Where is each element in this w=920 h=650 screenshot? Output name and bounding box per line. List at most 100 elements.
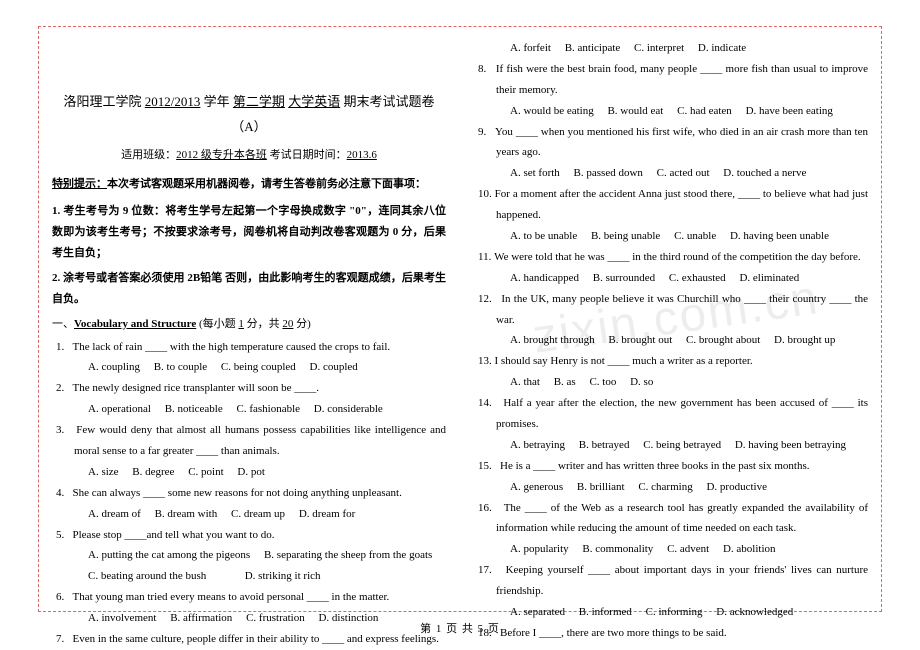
q8-n: 8. [478, 63, 486, 75]
q5: 5. Please stop ____and tell what you wan… [52, 525, 446, 546]
q12-a: A. brought through [510, 334, 595, 346]
subtitle-prefix: 适用班级： [121, 149, 176, 161]
q2-stem: The newly designed rice transplanter wil… [73, 382, 320, 394]
q6-stem: That young man tried every means to avoi… [73, 591, 390, 603]
rule-1: 1. 考生考号为 9 位数：将考生学号左起第一个字母换成数字 "0"，连同其余八… [52, 201, 446, 264]
q12-c: C. brought about [686, 334, 760, 346]
rule-2-num: 2. [52, 272, 60, 284]
subtitle-class: 2012 级专升本各班 [176, 149, 267, 161]
section-1-head: 一、Vocabulary and Structure (每小题 1 分，共 20… [52, 314, 446, 335]
q16-d: D. abolition [723, 543, 776, 555]
q3-opts: A. size B. degree C. point D. pot [52, 462, 446, 483]
title-course: 大学英语 [288, 94, 340, 109]
q11-stem: We were told that he was ____ in the thi… [494, 251, 861, 263]
q9-n: 9. [478, 126, 486, 138]
q16: 16. The ____ of the Web as a research to… [474, 498, 868, 540]
q3-stem: Few would deny that almost all humans po… [74, 424, 446, 457]
q17-stem: Keeping yourself ____ about important da… [496, 564, 868, 597]
q15-opts: A. generous B. brilliant C. charming D. … [474, 477, 868, 498]
q17: 17. Keeping yourself ____ about importan… [474, 560, 868, 602]
q16-stem: The ____ of the Web as a research tool h… [496, 502, 868, 535]
q9-b: B. passed down [574, 167, 643, 179]
q11-a: A. handicapped [510, 272, 579, 284]
q1: 1. The lack of rain ____ with the high t… [52, 337, 446, 358]
q14-opts: A. betraying B. betrayed C. being betray… [474, 435, 868, 456]
q7-a: A. forfeit [510, 42, 551, 54]
header-spacer [52, 38, 446, 90]
q2-c: C. fashionable [236, 403, 300, 415]
q9-d: D. touched a nerve [723, 167, 806, 179]
q7-b: B. anticipate [565, 42, 621, 54]
q12-b: B. brought out [608, 334, 672, 346]
q8-d: D. have been eating [746, 105, 833, 117]
left-column: 洛阳理工学院 2012/2013 学年 第二学期 大学英语 期末考试试题卷（A）… [52, 38, 446, 600]
page-number: 第 1 页 共 5 页 [0, 620, 920, 636]
q10-opts: A. to be unable B. being unable C. unabl… [474, 226, 868, 247]
q5-stem: Please stop ____and tell what you want t… [73, 529, 275, 541]
q3-n: 3. [56, 424, 64, 436]
q13-c: C. too [589, 376, 616, 388]
q9-opts: A. set forth B. passed down C. acted out… [474, 163, 868, 184]
q7-opts: A. forfeit B. anticipate C. interpret D.… [474, 38, 868, 59]
title-mid: 学年 [204, 94, 230, 109]
q11-n: 11. [478, 251, 491, 263]
q14: 14. Half a year after the election, the … [474, 393, 868, 435]
q14-b: B. betrayed [579, 439, 630, 451]
q1-opts: A. coupling B. to couple C. being couple… [52, 357, 446, 378]
exam-title: 洛阳理工学院 2012/2013 学年 第二学期 大学英语 期末考试试题卷（A） [52, 90, 446, 139]
q10: 10. For a moment after the accident Anna… [474, 184, 868, 226]
q4-a: A. dream of [88, 508, 141, 520]
q5-d: D. striking it rich [245, 570, 321, 582]
q2-n: 2. [56, 382, 64, 394]
q17-c: C. informing [646, 606, 703, 618]
q15-d: D. productive [706, 481, 766, 493]
q16-b: B. commonality [582, 543, 653, 555]
rule-2-text: 涂考号或者答案必须使用 2B铅笔 否则，由此影响考生的客观题成绩，后果考生自负。 [52, 272, 446, 305]
q3-b: B. degree [132, 466, 174, 478]
q17-d: D. acknowledged [716, 606, 793, 618]
q6: 6. That young man tried every means to a… [52, 587, 446, 608]
q6-n: 6. [56, 591, 64, 603]
q15: 15. He is a ____ writer and has written … [474, 456, 868, 477]
q13-d: D. so [630, 376, 653, 388]
q4-c: C. dream up [231, 508, 285, 520]
exam-subtitle: 适用班级：2012 级专升本各班 考试日期时间：2013.6 [52, 145, 446, 166]
rule-2: 2. 涂考号或者答案必须使用 2B铅笔 否则，由此影响考生的客观题成绩，后果考生… [52, 268, 446, 310]
title-term: 第二学期 [233, 94, 285, 109]
q4-opts: A. dream of B. dream with C. dream up D.… [52, 504, 446, 525]
q12-opts: A. brought through B. brought out C. bro… [474, 330, 868, 351]
section-1-per: 1 [238, 318, 244, 330]
q16-a: A. popularity [510, 543, 569, 555]
q13-stem: I should say Henry is not ____ much a wr… [495, 355, 753, 367]
q14-c: C. being betrayed [643, 439, 721, 451]
rule-1-num: 1. [52, 205, 60, 217]
q10-b: B. being unable [591, 230, 660, 242]
right-column: A. forfeit B. anticipate C. interpret D.… [474, 38, 868, 600]
q1-a: A. coupling [88, 361, 140, 373]
q12: 12. In the UK, many people believe it wa… [474, 289, 868, 331]
q11: 11. We were told that he was ____ in the… [474, 247, 868, 268]
q8: 8. If fish were the best brain food, man… [474, 59, 868, 101]
title-year: 2012/2013 [145, 94, 201, 109]
q13-b: B. as [554, 376, 576, 388]
q13-a: A. that [510, 376, 540, 388]
title-prefix: 洛阳理工学院 [64, 94, 142, 109]
q13-n: 13. [478, 355, 492, 367]
q3-d: D. pot [237, 466, 265, 478]
q5-opts-2: C. beating around the bush D. striking i… [52, 566, 446, 587]
q11-c: C. exhausted [669, 272, 726, 284]
content: 洛阳理工学院 2012/2013 学年 第二学期 大学英语 期末考试试题卷（A）… [52, 38, 868, 600]
q11-b: B. surrounded [593, 272, 655, 284]
q17-b: B. informed [579, 606, 632, 618]
q14-stem: Half a year after the election, the new … [496, 397, 868, 430]
q4-d: D. dream for [299, 508, 356, 520]
q10-c: C. unable [674, 230, 716, 242]
q1-stem: The lack of rain ____ with the high temp… [73, 341, 391, 353]
section-1-total: 20 [282, 318, 293, 330]
q15-stem: He is a ____ writer and has written thre… [500, 460, 809, 472]
q4: 4. She can always ____ some new reasons … [52, 483, 446, 504]
q5-a: A. putting the cat among the pigeons [88, 549, 250, 561]
notice: 特别提示：本次考试客观题采用机器阅卷，请考生答卷前务必注意下面事项： [52, 174, 446, 195]
subtitle-date: 2013.6 [347, 149, 377, 161]
section-1-num: 一、 [52, 318, 74, 330]
